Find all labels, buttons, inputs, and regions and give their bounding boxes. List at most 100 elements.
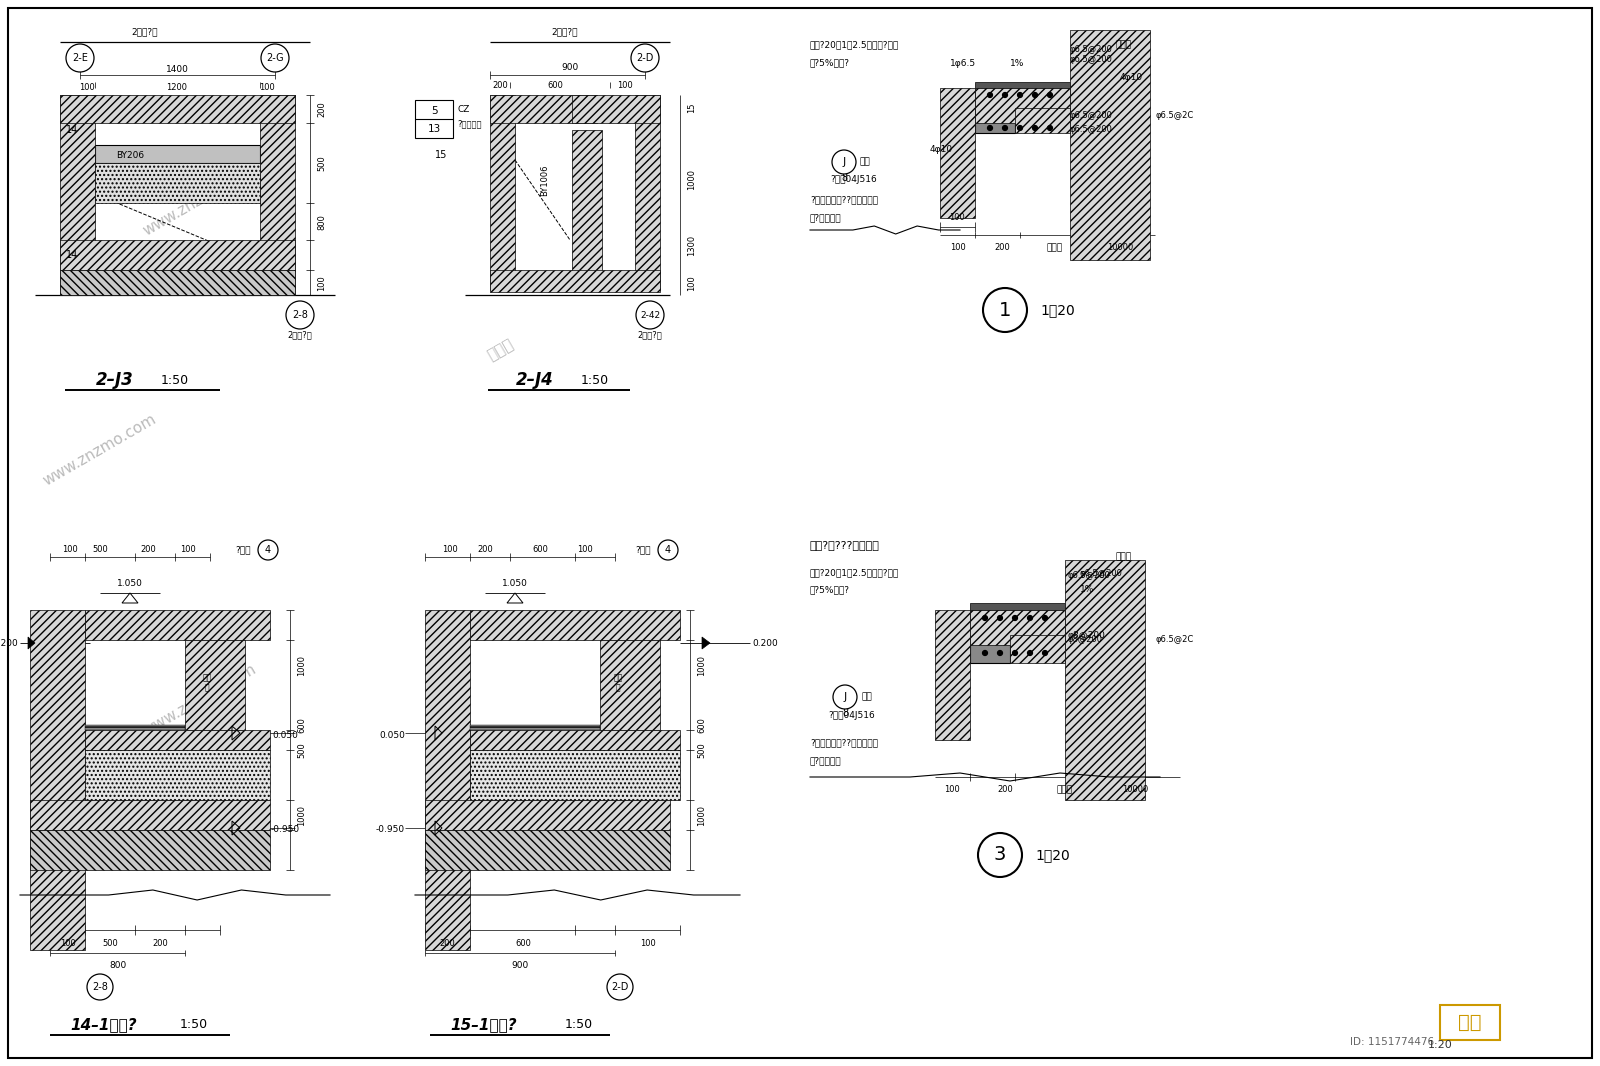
Bar	[414, 100, 453, 138]
Circle shape	[982, 650, 987, 656]
Text: φ6.5@2C: φ6.5@2C	[1155, 111, 1194, 119]
Text: 600: 600	[515, 938, 531, 948]
Text: 500: 500	[93, 546, 107, 554]
Bar	[1070, 30, 1150, 260]
Text: 900: 900	[562, 64, 579, 72]
Bar	[934, 610, 970, 740]
Circle shape	[1032, 126, 1037, 130]
Text: 0.200: 0.200	[0, 639, 18, 647]
Text: 100: 100	[688, 275, 696, 291]
Circle shape	[1018, 93, 1022, 97]
Text: 600: 600	[698, 717, 707, 733]
Text: 200: 200	[438, 938, 454, 948]
Text: 4φ10: 4φ10	[930, 145, 954, 155]
Text: φ8@200: φ8@200	[1069, 630, 1106, 640]
Text: 1φ6.5: 1φ6.5	[950, 59, 976, 67]
Text: BY1006: BY1006	[541, 164, 549, 196]
Text: 密封膏: 密封膏	[1115, 41, 1131, 49]
Bar	[85, 610, 270, 640]
Text: 500: 500	[698, 742, 707, 758]
Text: 最薄?20厚1：2.5水泥砂?抹光: 最薄?20厚1：2.5水泥砂?抹光	[810, 41, 899, 49]
Text: 2-G: 2-G	[266, 53, 283, 63]
Bar	[1010, 635, 1066, 663]
Circle shape	[1048, 93, 1053, 97]
Text: 100: 100	[640, 938, 656, 948]
Text: 详平面: 详平面	[1046, 243, 1062, 253]
Text: 密封膏: 密封膏	[1115, 552, 1131, 562]
Bar	[974, 82, 1070, 88]
Bar	[186, 640, 245, 730]
Text: φ6.5@200: φ6.5@200	[1070, 126, 1114, 134]
Text: 600: 600	[547, 81, 563, 90]
Text: 内?5%防水?: 内?5%防水?	[810, 585, 850, 595]
Bar	[94, 145, 259, 163]
Text: 100: 100	[61, 938, 75, 948]
Text: 1000: 1000	[688, 169, 696, 191]
Circle shape	[286, 301, 314, 329]
Circle shape	[1018, 126, 1022, 130]
Circle shape	[1043, 615, 1048, 620]
Bar	[970, 603, 1066, 610]
Bar	[426, 610, 470, 950]
Text: 5: 5	[430, 106, 437, 116]
Text: 1.050: 1.050	[117, 579, 142, 587]
Bar	[1440, 1005, 1501, 1040]
Text: 内?附防虫网: 内?附防虫网	[810, 757, 842, 765]
Text: ID: 1151774476: ID: 1151774476	[1350, 1037, 1434, 1047]
Text: 1000: 1000	[698, 805, 707, 825]
Text: 200: 200	[997, 786, 1013, 794]
Bar	[573, 95, 661, 123]
Text: 最薄?20厚1：2.5水泥砂?抹光: 最薄?20厚1：2.5水泥砂?抹光	[810, 568, 899, 578]
Text: 1%: 1%	[1010, 59, 1024, 67]
Text: 0.050: 0.050	[379, 730, 405, 740]
Text: 内?附防虫网: 内?附防虫网	[810, 213, 842, 223]
Bar	[426, 830, 670, 870]
Text: CZ: CZ	[458, 106, 469, 114]
Circle shape	[1013, 650, 1018, 656]
Text: φ6.5@2C: φ6.5@2C	[1155, 635, 1194, 645]
Text: J: J	[842, 157, 846, 167]
Bar	[941, 88, 974, 219]
Text: 滴水: 滴水	[862, 693, 872, 701]
Text: 2-D: 2-D	[611, 982, 629, 992]
Text: 10000: 10000	[1107, 243, 1133, 253]
Text: 板面?毛???石混凝土: 板面?毛???石混凝土	[810, 540, 880, 550]
Text: 4: 4	[666, 545, 670, 555]
Bar	[30, 800, 270, 830]
Text: 100: 100	[949, 213, 965, 223]
Text: 500: 500	[317, 156, 326, 171]
Text: -0.950: -0.950	[270, 825, 299, 835]
Text: 200: 200	[152, 938, 168, 948]
Text: 800: 800	[109, 960, 126, 969]
Bar	[974, 108, 1014, 133]
Text: 1000: 1000	[698, 655, 707, 676]
Bar	[600, 640, 661, 730]
Text: 600: 600	[298, 717, 307, 733]
Text: 2-D: 2-D	[637, 53, 654, 63]
Text: ?合金防雨百??色甲方自理: ?合金防雨百??色甲方自理	[810, 195, 878, 205]
Text: 600: 600	[533, 546, 547, 554]
Text: 100: 100	[442, 546, 458, 554]
Text: 13: 13	[427, 124, 440, 134]
Bar	[259, 95, 294, 295]
Text: www.znzmo.com: www.znzmo.com	[141, 161, 259, 239]
Bar	[970, 635, 1010, 663]
Text: 14: 14	[66, 125, 78, 135]
Text: 200: 200	[477, 546, 493, 554]
Text: φ6.5@200: φ6.5@200	[1080, 568, 1123, 578]
Text: 200: 200	[141, 546, 155, 554]
Text: 知末: 知末	[1458, 1013, 1482, 1032]
Circle shape	[658, 540, 678, 560]
Bar	[974, 88, 1070, 123]
Bar	[61, 95, 294, 123]
Text: 1:50: 1:50	[581, 373, 610, 387]
Bar	[426, 800, 670, 830]
Circle shape	[1027, 650, 1032, 656]
Text: 2号楼?号: 2号楼?号	[288, 330, 312, 339]
Bar	[974, 88, 1070, 96]
Text: 2-E: 2-E	[72, 53, 88, 63]
Circle shape	[987, 126, 992, 130]
Bar	[61, 240, 294, 270]
Polygon shape	[702, 637, 710, 649]
Text: 1：20: 1：20	[1040, 303, 1075, 317]
